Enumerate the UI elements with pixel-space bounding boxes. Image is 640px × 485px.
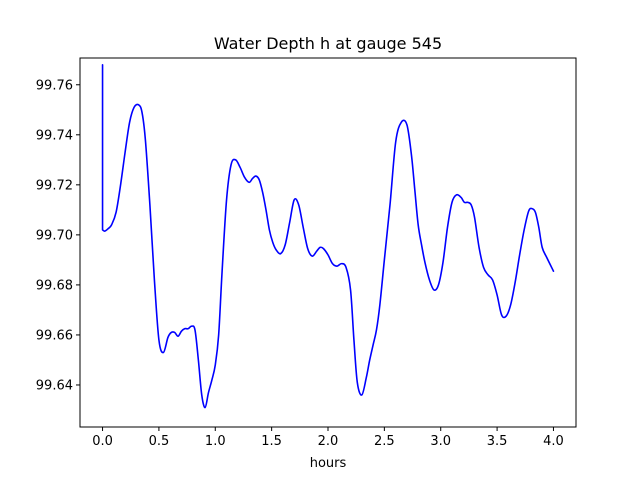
x-tick-label: 3.5: [487, 434, 508, 449]
x-tick-label: 1.5: [261, 434, 282, 449]
x-tick-label: 2.5: [374, 434, 395, 449]
x-tick-label: 4.0: [543, 434, 564, 449]
y-tick-label: 99.64: [36, 378, 73, 393]
plot-frame: [79, 57, 577, 428]
y-tick-label: 99.68: [36, 278, 73, 293]
series-layer: [101, 63, 555, 409]
y-axis: 99.64 99.66 99.68 99.70 99.72 99.74 99.76: [36, 78, 80, 393]
plot-area: [101, 63, 555, 409]
x-tick-label: 1.0: [205, 434, 226, 449]
y-tick-label: 99.76: [36, 78, 73, 93]
series-line-0: [101, 63, 555, 409]
x-axis-label: hours: [310, 456, 347, 471]
chart-title: Water Depth h at gauge 545: [214, 34, 442, 53]
x-tick-label: 2.0: [318, 434, 339, 449]
y-tick-label: 99.72: [36, 178, 73, 193]
x-tick-label: 0.5: [149, 434, 170, 449]
y-tick-label: 99.74: [36, 128, 73, 143]
y-tick-label: 99.66: [36, 328, 73, 343]
x-tick-label: 0.0: [92, 434, 113, 449]
x-tick-label: 3.0: [430, 434, 451, 449]
y-tick-label: 99.70: [36, 228, 73, 243]
x-axis: 0.0 0.5 1.0 1.5 2.0 2.5 3.0 3.5 4.0: [92, 427, 564, 449]
